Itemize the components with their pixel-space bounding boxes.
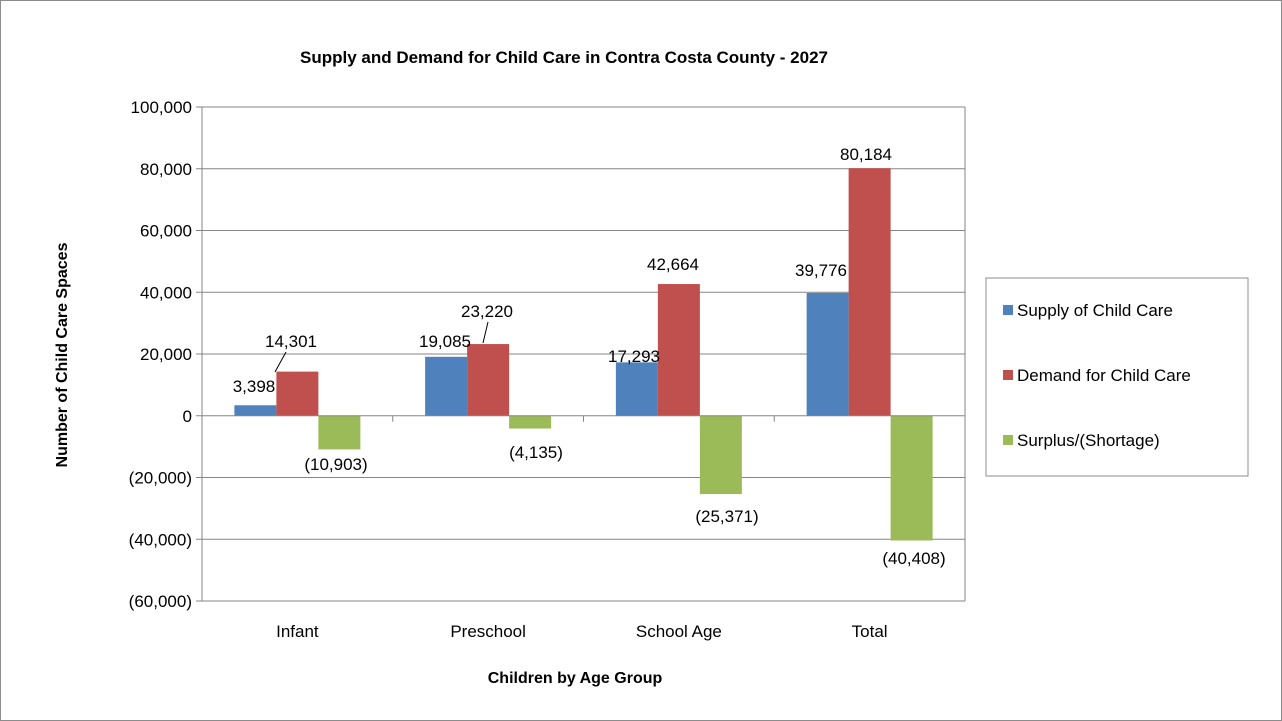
bar xyxy=(509,415,552,429)
bar xyxy=(699,415,742,495)
bar xyxy=(467,344,510,416)
chart-title: Supply and Demand for Child Care in Cont… xyxy=(300,48,828,67)
y-tick-label: 40,000 xyxy=(140,283,192,302)
bar xyxy=(615,362,658,416)
data-label: (40,408) xyxy=(882,549,945,568)
legend-swatch xyxy=(1003,370,1013,380)
legend-label: Supply of Child Care xyxy=(1017,301,1173,320)
y-tick-label: 60,000 xyxy=(140,222,192,241)
data-labels: 3,398 14,301 (10,903) 19,085 23,220 (4,135) 17… xyxy=(233,145,946,568)
legend-swatch xyxy=(1003,435,1013,445)
legend-label: Surplus/(Shortage) xyxy=(1017,431,1160,450)
y-tick-label: (60,000) xyxy=(129,592,192,611)
data-label: (10,903) xyxy=(304,455,367,474)
x-axis-title: Children by Age Group xyxy=(488,670,663,687)
y-tick-label: 0 xyxy=(183,407,192,426)
y-axis-title: Number of Child Care Spaces xyxy=(54,242,71,467)
data-label: (4,135) xyxy=(509,443,563,462)
y-tick-labels: (60,000) (40,000) (20,000) 0 20,000 40,000 60,… xyxy=(129,98,192,611)
bar xyxy=(657,284,700,416)
data-label: 17,293 xyxy=(608,347,660,366)
bar xyxy=(276,371,319,416)
y-tick-label: 20,000 xyxy=(140,345,192,364)
leader-line xyxy=(482,321,489,344)
data-label: 23,220 xyxy=(461,302,513,321)
bar xyxy=(425,356,468,416)
x-tick-label: Total xyxy=(852,622,888,641)
data-label: 19,085 xyxy=(419,332,471,351)
data-label: 39,776 xyxy=(795,261,847,280)
data-label: (25,371) xyxy=(695,507,758,526)
legend-label: Demand for Child Care xyxy=(1017,366,1191,385)
bar xyxy=(234,405,277,416)
y-tick-label: 100,000 xyxy=(131,98,192,117)
leader-line xyxy=(274,351,287,373)
data-label: 14,301 xyxy=(265,332,317,351)
legend-box xyxy=(985,277,1249,477)
bars xyxy=(234,168,933,541)
y-tick-label: 80,000 xyxy=(140,160,192,179)
x-tick-label: Infant xyxy=(276,622,319,641)
y-tick-label: (20,000) xyxy=(129,469,192,488)
y-tick-label: (40,000) xyxy=(129,530,192,549)
bar xyxy=(806,292,849,416)
legend: Supply of Child Care Demand for Child Car… xyxy=(985,277,1249,477)
x-tick-label: Preschool xyxy=(450,622,526,641)
data-label: 80,184 xyxy=(840,145,892,164)
bar xyxy=(890,415,933,541)
bar xyxy=(318,415,361,450)
data-label: 3,398 xyxy=(233,377,276,396)
x-tick-label: School Age xyxy=(636,622,722,641)
legend-swatch xyxy=(1003,305,1013,315)
x-tick-labels: Infant Preschool School Age Total xyxy=(276,622,887,641)
axes xyxy=(201,106,966,602)
data-label: 42,664 xyxy=(647,255,699,274)
bar xyxy=(848,168,891,416)
